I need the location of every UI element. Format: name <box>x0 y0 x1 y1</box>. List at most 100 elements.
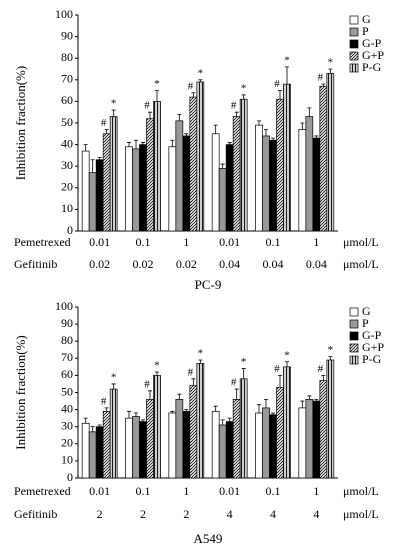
significance-mark: * <box>328 57 334 69</box>
bar <box>326 359 335 479</box>
legend-label: P <box>362 316 369 330</box>
bar <box>153 101 161 232</box>
bar <box>262 135 270 232</box>
y-tick-label: 90 <box>61 28 73 42</box>
bar <box>95 159 104 232</box>
error-bar <box>264 398 268 408</box>
x-tick-label: 0.1 <box>136 235 151 249</box>
bar <box>146 398 154 479</box>
legend-label: P <box>362 24 369 38</box>
bar <box>283 366 291 479</box>
bar <box>132 416 140 479</box>
significance-mark: * <box>111 98 117 110</box>
bar <box>81 150 90 232</box>
bar <box>276 98 284 232</box>
y-tick-label: 80 <box>61 333 73 347</box>
y-tick-label: 20 <box>61 180 73 194</box>
legend-swatch <box>349 63 359 73</box>
bar <box>182 135 191 232</box>
bar <box>232 116 241 232</box>
x-tick-label: 4 <box>270 507 276 521</box>
x-tick-label: 0.1 <box>136 484 151 498</box>
y-tick-label: 0 <box>67 223 73 237</box>
error-bar <box>198 79 203 82</box>
error-bar <box>271 412 275 415</box>
bar <box>319 85 328 232</box>
y-tick-label: 50 <box>61 384 73 398</box>
legend-swatch <box>349 331 359 341</box>
error-bar <box>177 393 182 400</box>
significance-mark: * <box>284 54 290 66</box>
y-tick-label: 40 <box>61 401 73 415</box>
x-tick-label: 0.02 <box>89 257 110 271</box>
bar <box>196 81 205 232</box>
significance-mark: * <box>154 360 160 372</box>
significance-mark: # <box>274 78 280 90</box>
bar <box>298 129 307 232</box>
y-tick-label: 100 <box>55 299 73 313</box>
error-bar <box>170 410 175 414</box>
legend-swatch <box>349 51 359 61</box>
bar <box>269 414 277 479</box>
error-bar <box>227 417 232 422</box>
x-tick-label: 0.1 <box>266 484 281 498</box>
legend-swatch <box>349 343 359 353</box>
significance-mark: # <box>318 363 324 375</box>
error-bar <box>278 90 282 100</box>
bar <box>298 407 307 479</box>
legend-label: G-P <box>362 328 382 342</box>
x-tick-label: 0.02 <box>176 257 197 271</box>
significance-mark: * <box>154 78 160 90</box>
x-tick-label: 0.02 <box>133 257 154 271</box>
error-bar <box>148 111 152 119</box>
bar <box>319 380 328 479</box>
bar <box>269 139 277 232</box>
significance-mark: # <box>101 395 107 407</box>
significance-mark: # <box>144 378 150 390</box>
bar <box>305 398 314 479</box>
error-bar <box>111 109 116 117</box>
error-bar <box>314 398 319 402</box>
significance-mark: # <box>318 72 324 84</box>
y-tick-label: 60 <box>61 93 73 107</box>
error-bar <box>127 142 131 147</box>
legend-swatch <box>349 319 359 329</box>
bar <box>225 421 234 479</box>
row-name: Gefitinib <box>14 507 57 521</box>
bar <box>139 144 147 232</box>
bar <box>262 407 270 479</box>
y-tick-label: 10 <box>61 201 73 215</box>
row-unit: μmol/L <box>343 484 379 498</box>
legend-label: P-G <box>362 60 382 74</box>
error-bar <box>220 163 225 169</box>
error-bar <box>271 137 275 141</box>
row-unit: μmol/L <box>343 507 379 521</box>
significance-mark: * <box>111 371 117 383</box>
bar <box>153 375 161 479</box>
significance-mark: # <box>188 80 194 92</box>
legend-label: G-P <box>362 36 382 50</box>
error-bar <box>97 157 102 160</box>
error-bar <box>191 92 196 98</box>
bar <box>255 412 263 479</box>
error-bar <box>83 417 88 424</box>
error-bar <box>148 390 152 400</box>
error-bar <box>264 129 268 136</box>
legend-label: G <box>362 304 371 318</box>
significance-mark: # <box>144 100 150 112</box>
bar <box>102 133 111 232</box>
bar <box>168 412 177 479</box>
error-bar <box>257 404 261 414</box>
bar <box>255 124 263 232</box>
significance-mark: * <box>328 344 334 356</box>
y-tick-label: 100 <box>55 7 73 21</box>
significance-mark: # <box>274 363 280 375</box>
error-bar <box>321 83 326 87</box>
bar <box>225 144 234 232</box>
y-axis-label: Inhibition fraction(%) <box>13 335 28 449</box>
error-bar <box>127 410 131 419</box>
x-tick-label: 4 <box>227 507 233 521</box>
error-bar <box>328 68 333 74</box>
